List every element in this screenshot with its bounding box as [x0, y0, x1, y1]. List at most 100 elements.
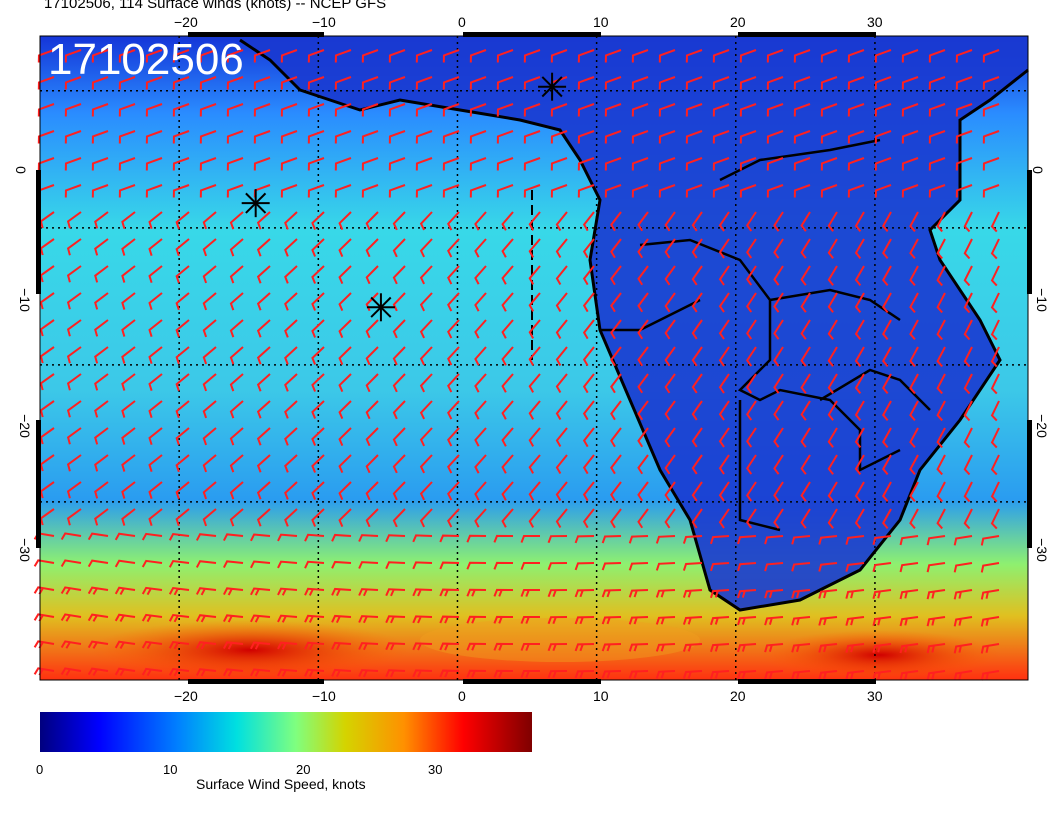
wind-barb — [474, 427, 487, 447]
wind-barb — [800, 238, 811, 259]
wind-barb — [926, 643, 946, 654]
wind-barb — [223, 587, 244, 596]
wind-barb — [66, 211, 82, 229]
wind-barb — [631, 103, 649, 117]
wind-barb — [800, 346, 811, 367]
x-tick-bottom: 0 — [458, 688, 466, 704]
wind-barb — [528, 508, 541, 528]
wind-barb — [990, 400, 1000, 422]
country-borders — [600, 138, 931, 532]
wind-barb — [874, 49, 892, 63]
wind-barb — [338, 211, 352, 231]
lat-lon-gridlines — [40, 36, 1028, 680]
wind-barb — [818, 670, 838, 680]
wind-barb — [990, 211, 1000, 233]
wind-barb — [909, 508, 919, 530]
wind-barb — [474, 346, 487, 366]
wind-barb — [718, 238, 730, 259]
wind-barb — [66, 508, 82, 526]
wind-barb — [361, 157, 379, 171]
wind-barb — [773, 319, 784, 340]
wind-barb — [39, 400, 55, 418]
wind-barb — [94, 427, 109, 445]
wind-barb — [818, 589, 838, 599]
wind-barb — [415, 103, 433, 117]
wind-barb — [392, 238, 406, 258]
wind-barb — [331, 533, 352, 542]
wind-barb — [827, 427, 838, 448]
wind-barb — [820, 130, 838, 144]
wind-barb — [854, 481, 865, 502]
wind-barb — [202, 508, 217, 527]
wind-barb — [739, 103, 757, 117]
wind-barb — [358, 561, 379, 569]
wind-barb — [791, 616, 811, 626]
wind-barb — [145, 76, 163, 90]
wind-barb — [547, 670, 568, 679]
wind-barb — [766, 130, 784, 144]
wind-barb — [148, 211, 163, 229]
wind-barb — [628, 670, 649, 679]
wind-barb — [442, 49, 460, 63]
wind-barb — [691, 319, 703, 340]
wind-barb — [928, 157, 946, 171]
wind-barb — [447, 319, 460, 339]
wind-barb — [610, 400, 622, 421]
wind-barb — [168, 559, 190, 568]
wind-barb — [874, 130, 892, 144]
wind-barb — [419, 373, 433, 393]
wind-barb — [793, 103, 811, 117]
wind-barb — [682, 562, 703, 571]
wind-barb — [685, 130, 703, 144]
wind-barb — [304, 533, 325, 542]
wind-barb — [710, 616, 730, 626]
wind-barb — [474, 481, 487, 501]
wind-barb — [601, 562, 622, 571]
wind-barb — [365, 481, 379, 501]
wind-barb — [229, 238, 244, 257]
wind-barb — [980, 589, 1000, 600]
wind-barb — [764, 562, 784, 572]
wind-barb — [773, 373, 784, 394]
wind-barb — [202, 427, 217, 446]
wind-barb — [148, 373, 163, 391]
wind-barb — [66, 400, 82, 418]
wind-barb — [737, 562, 757, 572]
wind-barb — [827, 400, 838, 421]
wind-barb — [307, 103, 325, 117]
wind-barb — [392, 481, 406, 501]
wind-barb — [195, 560, 217, 568]
wind-barb — [415, 130, 433, 144]
wind-barb — [664, 481, 676, 502]
wind-barb — [847, 76, 865, 90]
wind-barb — [284, 319, 298, 338]
wind-barb — [331, 587, 352, 597]
wind-barb — [555, 400, 568, 421]
wind-barb — [739, 157, 757, 171]
wind-barb — [304, 560, 325, 569]
wind-barb — [331, 614, 352, 624]
wind-barb — [601, 643, 622, 652]
wind-barb — [773, 211, 784, 232]
colorbar-tick: 10 — [163, 762, 178, 777]
wind-barb — [439, 561, 460, 570]
wind-barb — [963, 508, 973, 530]
wind-barb — [447, 265, 460, 285]
wind-barb — [361, 184, 379, 198]
wind-barb — [800, 211, 811, 232]
wind-barb — [256, 265, 271, 284]
wind-barb — [311, 373, 325, 392]
wind-barb — [284, 265, 298, 284]
wind-barb — [655, 670, 676, 679]
wind-barb — [311, 238, 325, 257]
wind-barb — [523, 184, 541, 198]
wind-barb — [280, 103, 298, 117]
wind-barb — [114, 613, 136, 623]
wind-barb — [766, 184, 784, 198]
wind-barb — [311, 454, 325, 473]
wind-barb — [474, 238, 487, 258]
wind-barb — [501, 346, 514, 366]
wind-barb — [466, 561, 487, 570]
wind-barb — [60, 532, 82, 540]
wind-barb — [793, 49, 811, 63]
